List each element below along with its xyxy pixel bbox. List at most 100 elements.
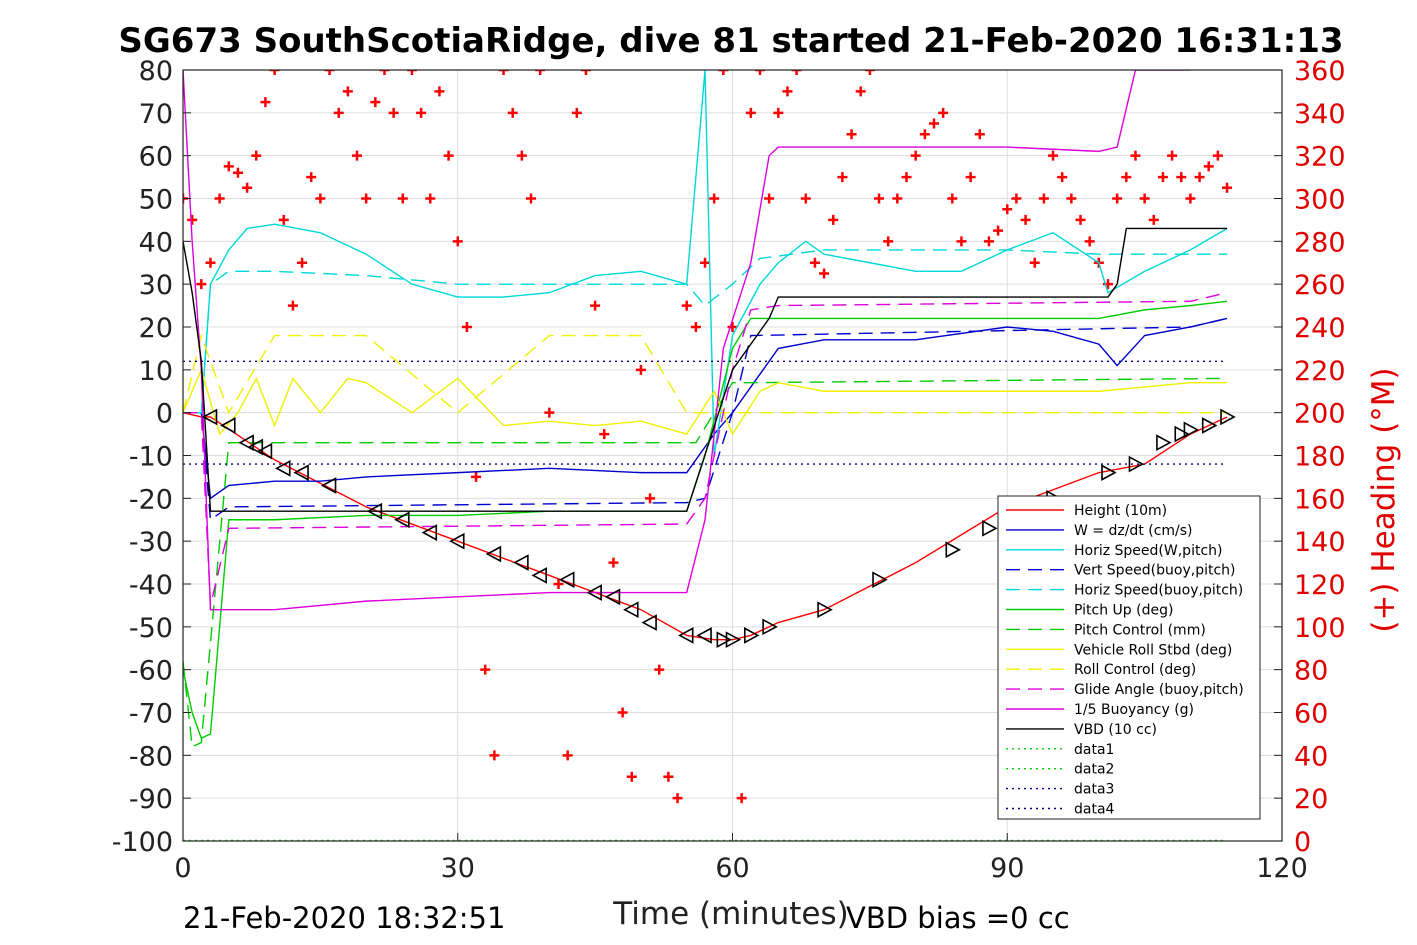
- heading-point: [846, 129, 857, 140]
- heading-point: [745, 107, 756, 118]
- heading-point: [819, 268, 830, 279]
- heading-point: [1002, 204, 1013, 215]
- heading-point: [828, 214, 839, 225]
- heading-point: [910, 150, 921, 161]
- depth-marker: [293, 464, 309, 481]
- series-w-dz-dt-cm-s: [183, 317, 1228, 500]
- heading-point: [874, 193, 885, 204]
- y-tick-label-left: 70: [139, 99, 173, 130]
- heading-point: [800, 193, 811, 204]
- y-tick-label-right: 140: [1294, 527, 1346, 558]
- heading-point: [287, 300, 298, 311]
- heading-point: [425, 193, 436, 204]
- depth-marker: [744, 627, 760, 644]
- heading-point: [571, 107, 582, 118]
- legend-entry: data3: [1074, 782, 1114, 798]
- heading-point: [498, 70, 509, 75]
- depth-marker: [394, 511, 410, 529]
- y-tick-label-right: 180: [1294, 442, 1346, 473]
- x-axis-label: Time (minutes): [612, 896, 848, 932]
- y-tick-label-right: 320: [1294, 142, 1346, 173]
- heading-point: [1057, 172, 1068, 183]
- x-tick-label: 30: [441, 853, 475, 884]
- depth-marker: [678, 627, 694, 644]
- heading-point: [480, 664, 491, 675]
- series-horiz-speed-w-pitch: [183, 70, 1228, 456]
- heading-point: [1112, 193, 1123, 204]
- depth-marker: [531, 567, 547, 584]
- heading-point: [370, 97, 381, 108]
- heading-point: [1121, 172, 1132, 183]
- legend-entry: 1/5 Buoyancy (g): [1074, 702, 1194, 718]
- heading-point: [1185, 193, 1196, 204]
- y-tick-label-left: -40: [129, 570, 173, 601]
- heading-point: [754, 70, 765, 75]
- heading-point: [196, 279, 207, 290]
- heading-point: [983, 236, 994, 247]
- legend-entry: Horiz Speed(W,pitch): [1074, 543, 1222, 559]
- heading-point: [1038, 193, 1049, 204]
- heading-point: [333, 107, 344, 118]
- heading-point: [187, 214, 198, 225]
- heading-point: [306, 172, 317, 183]
- depth-marker: [641, 614, 657, 631]
- legend-entry: Vehicle Roll Stbd (deg): [1074, 642, 1232, 658]
- y-tick-label-right: 300: [1294, 185, 1346, 216]
- y-tick-label-left: -20: [129, 484, 173, 515]
- heading-point: [654, 664, 665, 675]
- depth-marker: [1101, 464, 1117, 481]
- heading-point: [251, 150, 262, 161]
- legend-entry: VBD (10 cc): [1074, 722, 1157, 738]
- depth-marker: [716, 631, 733, 649]
- footer-vbd-bias: VBD bias =0 cc: [846, 901, 1070, 935]
- heading-point: [1130, 150, 1141, 161]
- heading-point: [278, 214, 289, 225]
- heading-point: [965, 172, 976, 183]
- depth-marker: [1201, 417, 1218, 434]
- heading-point: [837, 172, 848, 183]
- heading-point: [379, 70, 390, 75]
- heading-point: [947, 193, 958, 204]
- depth-marker: [275, 460, 291, 477]
- heading-point: [635, 364, 646, 375]
- chart-title: SG673 SouthScotiaRidge, dive 81 started …: [118, 21, 1343, 61]
- heading-point: [1167, 150, 1178, 161]
- heading-point: [1048, 150, 1059, 161]
- heading-point: [388, 107, 399, 118]
- heading-point: [223, 161, 234, 172]
- heading-point: [681, 300, 692, 311]
- heading-point: [709, 193, 720, 204]
- depth-marker: [449, 532, 465, 550]
- heading-point: [645, 493, 656, 504]
- heading-point: [452, 236, 463, 247]
- y-tick-label-right: 0: [1294, 827, 1311, 858]
- y-tick-label-right: 240: [1294, 313, 1346, 344]
- heading-point: [608, 557, 619, 568]
- y-tick-label-left: 50: [139, 185, 173, 216]
- heading-point: [919, 129, 930, 140]
- depth-marker: [366, 502, 383, 520]
- heading-point: [809, 257, 820, 268]
- heading-point: [590, 300, 601, 311]
- depth-marker: [586, 584, 602, 601]
- heading-point: [663, 771, 674, 782]
- heading-point: [928, 118, 939, 129]
- heading-point: [773, 107, 784, 118]
- heading-point: [553, 579, 564, 589]
- y-tick-label-right: 80: [1294, 656, 1328, 687]
- heading-series: [183, 70, 1233, 804]
- depth-marker: [558, 571, 575, 589]
- heading-point: [535, 70, 546, 75]
- depth-marker: [201, 408, 218, 426]
- series-vert-speed-buoy-pitch: [183, 317, 1228, 522]
- depth-marker: [513, 554, 529, 571]
- heading-point: [956, 236, 967, 247]
- depth-marker: [1220, 408, 1236, 426]
- y-tick-label-right: 280: [1294, 227, 1346, 258]
- y-tick-label-left: -90: [129, 784, 173, 815]
- heading-point: [214, 193, 225, 204]
- heading-point: [599, 429, 610, 440]
- depth-marker: [604, 588, 621, 606]
- depth-marker: [762, 618, 778, 636]
